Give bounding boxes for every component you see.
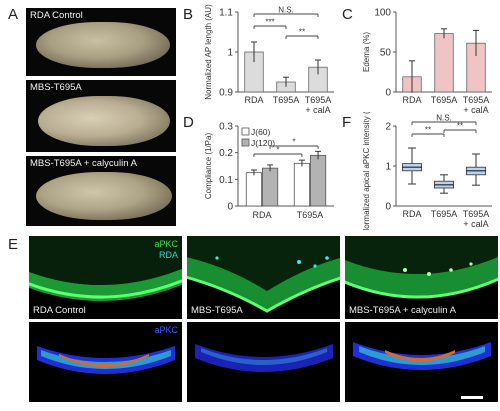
micrograph-caption: MBS-T695A [191, 305, 243, 316]
apkc-tag: aPKC [154, 239, 178, 249]
y-tick-label: 0.9 [219, 88, 233, 99]
significance-label: N.S. [278, 6, 294, 15]
panel-letter-c: C [342, 6, 353, 23]
chart-f-apkc-intensity: 0 1 2 Normalized apical aPKC intensity (AU)… [362, 112, 492, 230]
x-tick-label: T695A [431, 95, 458, 105]
photo-caption: RDA Control [30, 10, 83, 21]
panel-letter-d: D [183, 114, 194, 131]
chart-d-compliance: 0 0.1 0.2 0.3 Compliance (1/Pa) RDA T695A J(60)… [204, 122, 334, 220]
significance-label: N.S. [436, 114, 452, 123]
x-tick-label: T695A [297, 210, 324, 220]
y-axis-label: Compliance (1/Pa) [204, 133, 213, 200]
y-tick-label: 2 [385, 122, 391, 133]
y-tick-label: 50 [380, 48, 392, 59]
micrograph-t695a-calyculin-top: MBS-T695A + calyculin A [345, 236, 498, 319]
embryo-shape [38, 96, 170, 146]
y-tick-label: 0.3 [219, 122, 233, 133]
photo-caption: MBS-T695A [30, 82, 82, 93]
x-tick-label-suffix: + calA [305, 105, 330, 114]
y-tick-label: 1 [227, 48, 233, 59]
panel-letter-a: A [8, 6, 19, 23]
y-tick-label: 0.1 [219, 175, 233, 186]
rda-tag: RDA [158, 250, 178, 260]
x-tick-label: T695A [431, 209, 458, 219]
bar [261, 167, 279, 207]
significance-label: ** [457, 122, 463, 131]
x-tick-label-suffix: + calA [463, 219, 488, 229]
chart-b-ap-length: 0.9 1 1.1 Normalized AP length (AU) RDA T695A… [204, 4, 334, 114]
legend-swatch [241, 138, 250, 147]
micrograph-t695a-top: MBS-T695A [187, 236, 340, 319]
y-tick-label: 0.2 [219, 148, 233, 159]
panel-letter-b: B [183, 6, 194, 23]
apkc-tag: aPKC [154, 325, 178, 335]
tissue-layer [29, 236, 182, 301]
significance-label: ** [425, 126, 431, 135]
embryo-shape [36, 22, 170, 68]
x-tick-label: RDA [252, 210, 271, 220]
y-axis-label: Normalized AP length (AU) [204, 4, 213, 100]
micrograph-caption: MBS-T695A + calyculin A [349, 305, 456, 316]
significance-label: ** [299, 28, 305, 37]
panel-letter-f: F [342, 114, 352, 131]
micrograph-rda-top: aPKC RDA RDA Control [29, 236, 182, 319]
x-tick-label: T695A [273, 95, 300, 105]
y-tick-label: 0 [385, 88, 391, 99]
y-tick-label: 0 [227, 202, 233, 213]
x-tick-label: T695A [305, 95, 332, 105]
heatmap-layer [37, 346, 175, 374]
legend-swatch [241, 127, 250, 136]
bar [434, 33, 454, 93]
y-tick-label: 1.1 [219, 8, 233, 19]
photo-caption: MBS-T695A + calyculin A [30, 158, 137, 169]
bar [245, 172, 263, 207]
y-axis-label: Edema (%) [362, 32, 371, 72]
x-tick-label: RDA [402, 95, 421, 105]
embryo-photo-rda: RDA Control [26, 8, 176, 76]
x-tick-label-suffix: + calA [463, 105, 488, 114]
y-tick-label: 100 [374, 8, 391, 19]
embryo-photo-t695a: MBS-T695A [26, 80, 176, 152]
significance-label: *** [265, 18, 274, 27]
legend-label: J(60) [251, 127, 271, 137]
tissue-layer [345, 236, 498, 299]
micrograph-caption: RDA Control [33, 305, 86, 316]
heatmap-layer [195, 344, 333, 372]
x-tick-label: RDA [244, 95, 263, 105]
bar [309, 154, 327, 207]
significance-label: * [276, 146, 279, 155]
embryo-shape [36, 172, 172, 220]
y-axis-label: Normalized apical aPKC intensity (AU) [362, 112, 371, 230]
legend-label: J(120) [251, 138, 275, 148]
panel-letter-e: E [8, 236, 19, 253]
micrograph-rda-bottom: aPKC [29, 322, 182, 402]
micrograph-t695a-calyculin-bottom [345, 322, 498, 402]
scale-bar [461, 396, 483, 399]
micrograph-t695a-bottom [187, 322, 340, 402]
bar [293, 162, 311, 207]
embryo-photo-t695a-calyculin: MBS-T695A + calyculin A [26, 156, 176, 226]
y-tick-label: 1 [385, 162, 391, 173]
significance-label: * [293, 138, 296, 147]
y-tick-label: 0 [385, 202, 391, 213]
x-tick-label: T695A [463, 95, 490, 105]
tissue-layer [187, 236, 340, 313]
x-tick-label: T695A [463, 209, 490, 219]
heatmap-layer [353, 342, 491, 370]
x-tick-label: RDA [402, 209, 421, 219]
